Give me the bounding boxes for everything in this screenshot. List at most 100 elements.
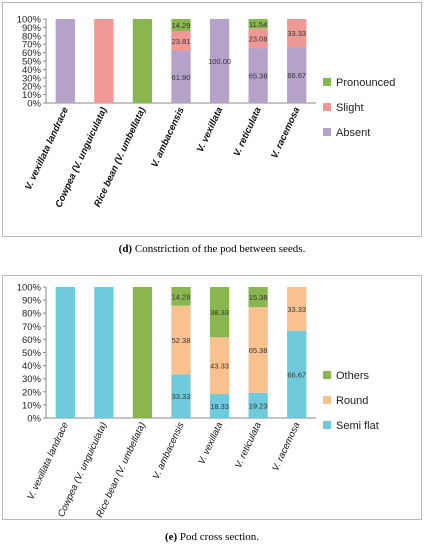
data-label: 100.00 (208, 57, 231, 66)
data-label: 52.38 (172, 336, 191, 345)
y-tick-label: 30% (22, 73, 42, 84)
y-tick-label: 100% (17, 15, 42, 26)
y-tick-label: 0% (27, 414, 41, 425)
bar-segment (248, 307, 268, 393)
legend-swatch (323, 103, 331, 111)
bar-segment (171, 305, 191, 375)
bar-segment (94, 19, 114, 103)
y-tick-label: 10% (22, 90, 42, 101)
bar-segment (287, 287, 307, 331)
y-tick-label: 0% (27, 99, 41, 110)
bar-segment (209, 337, 230, 394)
chart-panel-d: 0% 10% 20% 30% 40% 50% 60% 70% 80% 90% 100% V. vexi… (2, 2, 422, 237)
legend-label: Slight (336, 102, 364, 114)
caption-e-text: Pod cross section. (177, 531, 260, 543)
x-category-label: V. vexillata (196, 421, 225, 467)
y-tick-label: 40% (22, 361, 42, 372)
bar-segment (132, 19, 153, 103)
data-label: 66.67 (287, 370, 306, 379)
data-label: 15.38 (249, 293, 268, 302)
caption-e-letter: (e) (164, 531, 178, 543)
y-tick-label: 60% (22, 48, 42, 59)
bar-segment (248, 392, 268, 418)
x-category-label: V. ambacensis (151, 420, 187, 481)
bar-segment (248, 48, 268, 103)
data-label: 18.33 (210, 402, 229, 411)
bar-segment (171, 51, 191, 103)
data-label: 23.08 (249, 34, 268, 43)
data-label: 33.33 (172, 392, 191, 401)
x-category-label: V. vexillata landrace (25, 421, 71, 502)
x-category-label: V. vexillata (195, 106, 225, 154)
y-tick-label: 20% (22, 82, 42, 93)
legend-label: Pronounced (336, 77, 395, 89)
data-label: 65.38 (249, 72, 268, 81)
y-tick-label: 30% (22, 374, 42, 385)
data-label: 38.33 (210, 308, 229, 317)
y-tick-label: 20% (22, 387, 42, 398)
data-label: 65.38 (249, 346, 268, 355)
bar-segment (171, 374, 191, 418)
legend-label: Round (336, 395, 368, 407)
data-label: 23.81 (172, 37, 191, 46)
bar-segment (209, 287, 230, 338)
bar-segment (248, 19, 268, 29)
y-tick-label: 70% (22, 40, 42, 51)
bar-segment (171, 31, 191, 52)
bar-segment (287, 46, 307, 103)
x-category-label: V. reticulata (233, 421, 264, 470)
x-category-label: V. reticulata (232, 106, 264, 159)
x-category-label: V. vexillata landrace (23, 105, 71, 192)
chart-e: 0% 10% 20% 30% 40% 50% 60% 70% 80% 90% 100% V. vexi… (17, 283, 379, 520)
caption-d-text: Constriction of the pod between seeds. (132, 243, 306, 255)
y-tick-label: 10% (22, 400, 42, 411)
y-tick-label: 80% (22, 309, 42, 320)
legend-swatch (323, 78, 331, 86)
legend-swatch (323, 128, 331, 136)
legend-label: Semi flat (336, 420, 379, 432)
legend-label: Absent (336, 127, 370, 139)
y-tick-label: 100% (17, 283, 42, 294)
data-label: 14.29 (172, 21, 191, 30)
bar-segment (55, 287, 75, 418)
bar-segment (55, 19, 75, 103)
legend-label: Others (336, 370, 370, 382)
bar-segment (171, 287, 191, 306)
bar-segment (209, 19, 230, 103)
y-tick-label: 70% (22, 322, 42, 333)
chart-d: 0%10%20%30%40%50%60%70%80%90%100% V. vexi… (17, 15, 396, 210)
x-category-label: V. ambacensis (149, 106, 186, 170)
caption-e: (e) Pod cross section. (0, 531, 424, 543)
caption-d-letter: (d) (118, 243, 133, 255)
data-label: 11.54 (249, 20, 267, 29)
legend-swatch (323, 396, 331, 404)
data-label: 33.33 (287, 29, 306, 38)
bar-segment (287, 330, 307, 418)
y-tick-label: 50% (22, 348, 42, 359)
bar-segment (287, 19, 307, 47)
caption-d: (d) Constriction of the pod between seed… (0, 243, 424, 255)
y-tick-label: 90% (22, 23, 42, 34)
x-category-label: V. racemosa (270, 421, 302, 473)
data-label: 19.23 (249, 401, 268, 410)
bar-segment (132, 287, 153, 418)
bar-segment (248, 287, 268, 308)
legend-swatch (323, 371, 331, 379)
y-tick-label: 80% (22, 31, 42, 42)
bar-segment (209, 393, 230, 418)
bar-segment (94, 287, 114, 418)
x-category-label: V. racemosa (269, 106, 302, 161)
y-tick-label: 60% (22, 335, 42, 346)
bar-segment (171, 19, 191, 32)
bar-segment (248, 28, 268, 49)
y-tick-label: 50% (22, 57, 42, 68)
legend-swatch (323, 421, 331, 429)
data-label: 33.33 (287, 305, 306, 314)
data-label: 61.90 (172, 73, 191, 82)
data-label: 14.29 (172, 292, 191, 301)
chart-panel-e: 0% 10% 20% 30% 40% 50% 60% 70% 80% 90% 100% V. vexi… (2, 275, 422, 520)
data-label: 43.33 (210, 362, 229, 371)
data-label: 66.67 (287, 71, 306, 80)
y-tick-label: 90% (22, 296, 42, 307)
y-tick-label: 40% (22, 65, 42, 76)
